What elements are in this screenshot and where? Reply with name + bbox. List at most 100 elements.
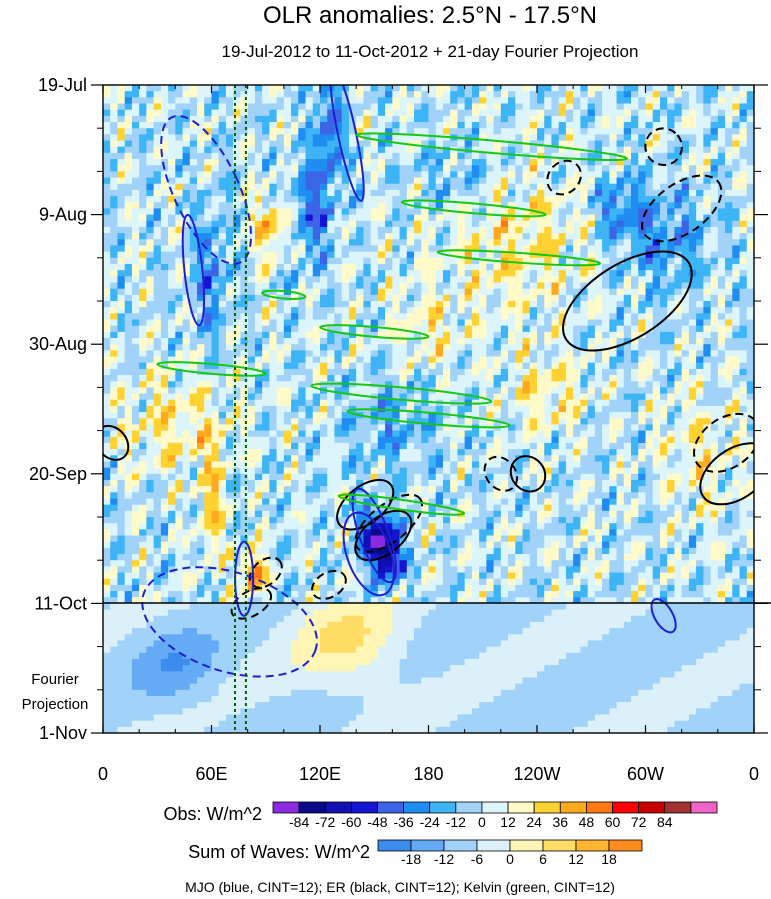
field-cell: [182, 658, 191, 666]
field-cell: [168, 671, 176, 679]
field-cell: [269, 486, 278, 493]
field-cell: [233, 97, 242, 105]
field-cell: [392, 652, 401, 660]
field-cell: [240, 165, 249, 172]
field-cell: [146, 658, 155, 666]
field-cell: [399, 220, 408, 228]
field-cell: [385, 196, 393, 203]
field-cell: [103, 393, 111, 401]
field-cell: [363, 220, 372, 228]
field-cell: [175, 183, 184, 191]
field-cell: [399, 547, 408, 555]
field-cell: [103, 455, 111, 463]
field-cell: [363, 338, 372, 345]
field-cell: [168, 368, 176, 376]
field-cell: [370, 325, 379, 333]
field-cell: [197, 455, 205, 463]
field-cell: [305, 338, 314, 345]
field-cell: [276, 239, 285, 247]
field-cell: [305, 171, 314, 179]
field-cell: [421, 239, 430, 247]
field-cell: [153, 313, 162, 321]
field-cell: [160, 442, 169, 450]
field-cell: [218, 523, 227, 530]
field-cell: [276, 652, 285, 660]
field-cell: [240, 473, 249, 481]
field-cell: [117, 541, 126, 549]
field-cell: [175, 566, 184, 574]
field-cell: [153, 609, 162, 617]
field-cell: [283, 695, 292, 703]
field-cell: [399, 560, 408, 567]
field-cell: [276, 338, 285, 345]
field-cell: [356, 399, 364, 407]
field-cell: [435, 288, 444, 296]
field-cell: [182, 597, 191, 604]
field-cell: [428, 307, 437, 314]
field-cell: [276, 418, 285, 426]
field-cell: [320, 393, 328, 401]
field-cell: [414, 319, 422, 327]
field-cell: [117, 399, 126, 407]
field-cell: [414, 535, 422, 543]
field-cell: [233, 609, 242, 617]
field-cell: [276, 128, 285, 135]
field-cell: [377, 504, 386, 512]
field-cell: [276, 584, 285, 592]
field-cell: [327, 578, 336, 586]
field-cell: [283, 640, 292, 648]
field-cell: [327, 695, 336, 703]
field-cell: [334, 152, 343, 160]
field-cell: [175, 368, 184, 376]
field-cell: [363, 689, 372, 697]
field-cell: [117, 338, 126, 345]
field-cell: [269, 597, 278, 604]
field-cell: [370, 646, 379, 654]
field-cell: [189, 109, 198, 117]
field-cell: [334, 405, 343, 413]
field-cell: [146, 152, 155, 160]
field-cell: [240, 140, 249, 148]
field-cell: [254, 245, 263, 253]
field-cell: [320, 597, 328, 604]
field-cell: [435, 208, 444, 216]
field-cell: [428, 233, 437, 240]
field-cell: [327, 714, 336, 722]
field-cell: [262, 134, 270, 142]
field-cell: [399, 689, 408, 697]
field-cell: [254, 115, 263, 123]
field-cell: [392, 257, 401, 265]
field-cell: [269, 208, 278, 216]
field-cell: [435, 381, 444, 388]
field-cell: [327, 109, 336, 117]
field-cell: [385, 671, 393, 679]
field-cell: [312, 152, 321, 160]
field-cell: [218, 288, 227, 296]
field-cell: [233, 91, 242, 98]
field-cell: [182, 208, 191, 216]
field-cell: [262, 97, 270, 105]
field-cell: [139, 560, 147, 567]
field-cell: [298, 245, 307, 253]
field-cell: [182, 263, 191, 271]
field-cell: [341, 263, 350, 271]
field-cell: [262, 640, 270, 648]
field-cell: [377, 313, 386, 321]
field-cell: [385, 85, 393, 92]
field-cell: [204, 159, 213, 166]
field-cell: [312, 405, 321, 413]
field-cell: [182, 486, 191, 493]
field-cell: [406, 368, 415, 376]
field-cell: [110, 220, 119, 228]
field-cell: [385, 350, 393, 358]
field-cell: [298, 208, 307, 216]
field-cell: [435, 263, 444, 271]
field-cell: [377, 307, 386, 314]
field-cell: [385, 467, 393, 475]
field-cell: [435, 128, 444, 135]
field-cell: [370, 189, 379, 197]
field-cell: [392, 313, 401, 321]
field-cell: [283, 473, 292, 481]
field-cell: [392, 442, 401, 450]
field-cell: [406, 547, 415, 555]
